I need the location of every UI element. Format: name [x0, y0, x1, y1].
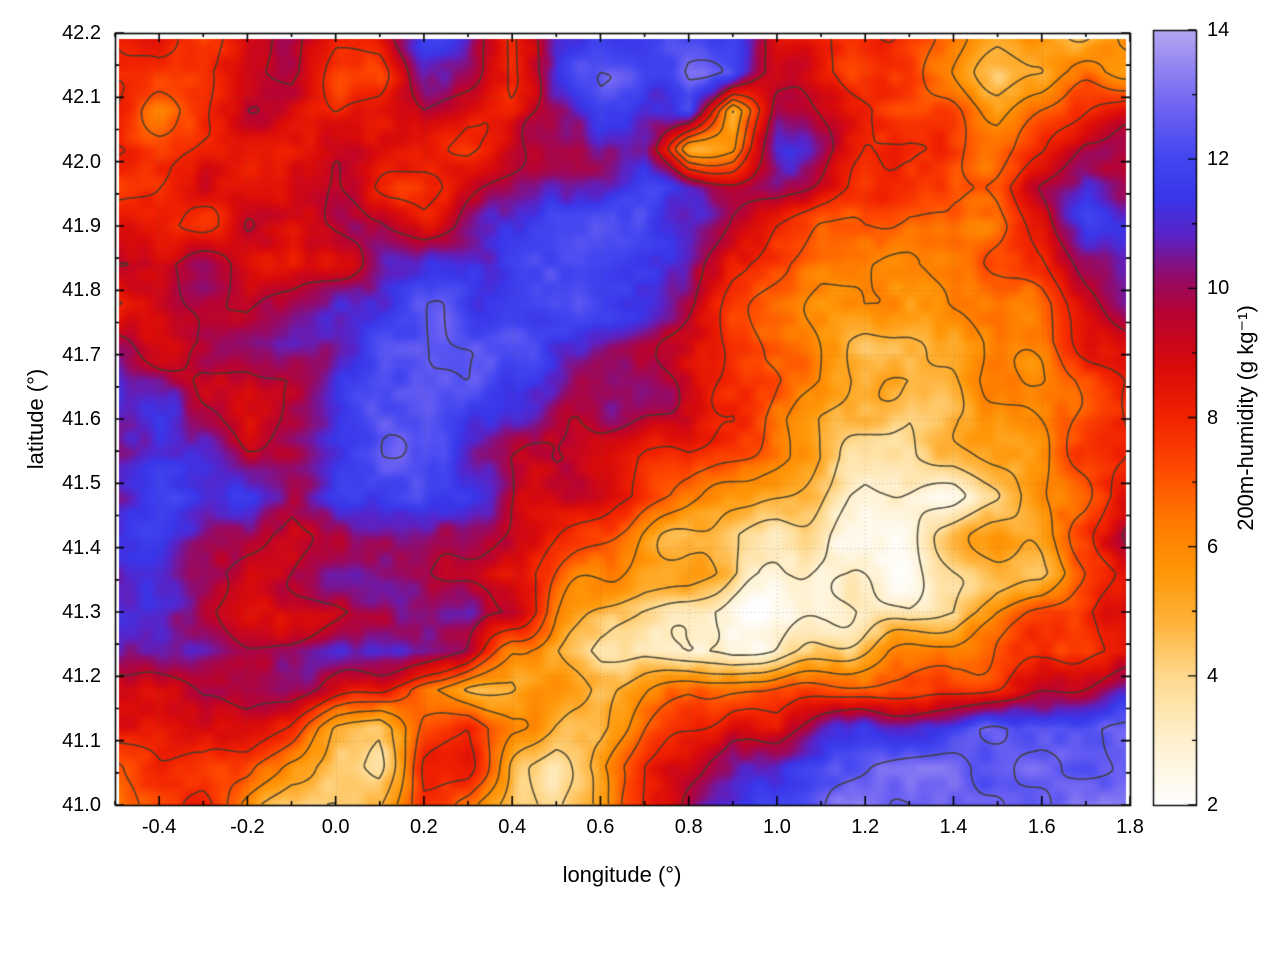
- y-tick-label: 41.9: [62, 215, 101, 237]
- y-tick-label: 41.3: [62, 601, 101, 623]
- y-tick-label: 41.7: [62, 343, 101, 366]
- x-tick-label: 1.8: [1116, 816, 1144, 838]
- colorbar-tick-label: 2: [1207, 794, 1219, 816]
- y-tick-label: 41.6: [62, 408, 101, 430]
- y-tick-label: 41.1: [62, 729, 101, 752]
- x-tick-label: -0.2: [230, 816, 265, 838]
- x-tick-label: 1.2: [851, 816, 880, 838]
- colorbar-label: 200m-humidity (g kg⁻¹): [1233, 305, 1258, 531]
- x-tick-label: 0.2: [410, 816, 438, 838]
- x-tick-label: 1.6: [1027, 816, 1056, 838]
- x-tick-label: 0.8: [674, 816, 703, 838]
- y-tick-label: 42.0: [62, 150, 101, 173]
- colorbar-tick-label: 8: [1207, 406, 1219, 429]
- y-tick-label: 41.5: [62, 472, 101, 495]
- y-tick-label: 41.4: [62, 536, 101, 559]
- y-axis-label: latitude (°): [23, 368, 48, 470]
- x-tick-label: 0.4: [498, 816, 527, 838]
- x-tick-label: -0.4: [141, 816, 177, 838]
- x-tick-label: 0.6: [586, 816, 615, 838]
- x-axis-label: longitude (°): [562, 862, 682, 887]
- colorbar-tick-label: 12: [1207, 148, 1230, 171]
- colorbar-tick-label: 4: [1207, 664, 1219, 687]
- y-tick-label: 42.1: [62, 86, 101, 109]
- colorbar-tick-label: 10: [1207, 277, 1230, 300]
- y-tick-label: 41.2: [62, 665, 101, 688]
- colorbar-tick-label: 6: [1207, 535, 1219, 558]
- y-tick-label: 41.0: [62, 794, 101, 816]
- x-tick-label: 0.0: [321, 816, 350, 838]
- x-tick-label: 1.4: [939, 816, 968, 838]
- colorbar-tick-label: 14: [1207, 19, 1230, 41]
- y-tick-label: 41.8: [62, 279, 101, 302]
- y-tick-label: 42.2: [62, 22, 101, 44]
- x-tick-label: 1.0: [763, 816, 791, 838]
